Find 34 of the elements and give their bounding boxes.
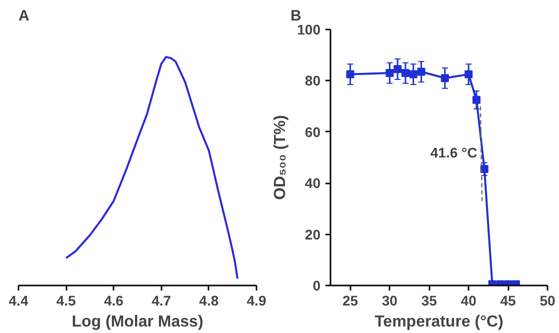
x-tick-label: 50 [540,292,556,308]
x-tick-label: 4.5 [56,292,76,308]
y-tick-label: 20 [304,226,321,242]
x-tick-label: 4.7 [152,292,172,308]
x-tick-label: 25 [342,292,358,308]
point [409,70,418,78]
y-axis-title: OD₅₀₀ (T%) [272,115,290,200]
point [394,65,402,74]
y-tick-label: 0 [312,278,321,294]
x-tick-label: 4.8 [199,292,219,308]
point [472,96,480,104]
point [480,165,488,174]
x-axis-title: Log (Molar Mass) [72,314,204,330]
point [386,69,394,78]
x-tick-label: 35 [421,292,438,308]
y-tick-label: 60 [304,124,321,140]
x-tick-label: 4.6 [104,292,124,308]
y-tick-label: 40 [304,175,321,192]
x-tick-label: 4.9 [246,292,266,308]
x-tick-label: 30 [382,292,398,308]
point [464,70,473,78]
chart-title: B [290,8,302,24]
y-tick-label: 80 [304,72,321,89]
x-tick-label: 4.4 [8,292,28,308]
point [440,74,449,82]
chart-title: A [18,8,30,24]
point [417,68,426,76]
y-tick-label: 100 [297,22,321,38]
x-tick-label: 40 [460,292,477,308]
point [401,69,410,78]
annotation: 41.6 °C [430,144,478,160]
point [346,70,354,78]
x-tick-label: 45 [500,292,516,308]
x-axis-title: Temperature (°C) [374,314,504,330]
